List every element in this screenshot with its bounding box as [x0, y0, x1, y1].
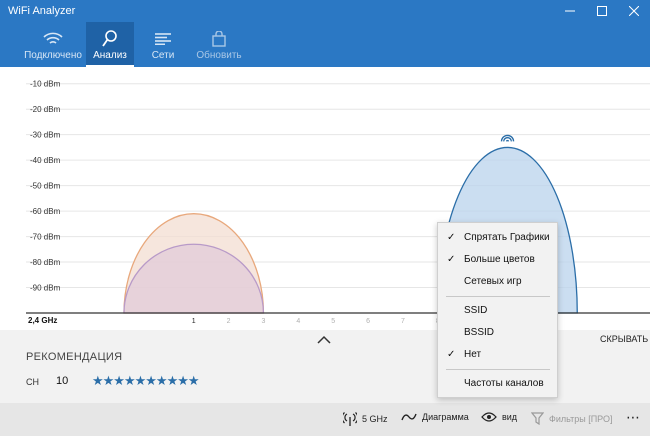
y-tick-label: -10 dBm — [30, 80, 61, 89]
tab-analysis-label: Анализ — [93, 50, 127, 61]
menu-item-channel-frequencies[interactable]: Частоты каналов — [438, 373, 557, 395]
bag-icon — [212, 28, 226, 50]
command-bar: 5 GHz Диаграмма вид Фильтры [ПРО] ⋯ — [0, 403, 650, 436]
menu-item-none[interactable]: ✓ Нет — [438, 344, 557, 366]
context-menu: ✓ Спрятать Графики ✓ Больше цветов Сетев… — [437, 222, 558, 398]
menu-item-network-games[interactable]: Сетевых игр — [438, 271, 557, 293]
band-label: 5 GHz — [362, 414, 388, 424]
filter-icon — [531, 412, 544, 425]
y-tick-label: -40 dBm — [30, 156, 61, 165]
search-icon — [102, 28, 118, 50]
chart-type-label: Диаграмма — [422, 412, 469, 422]
wifi-icon — [43, 28, 63, 50]
check-icon: ✓ — [447, 254, 456, 265]
recommendation-title: РЕКОМЕНДАЦИЯ — [26, 351, 123, 363]
menu-separator — [446, 369, 550, 370]
view-button[interactable]: вид — [481, 412, 517, 422]
eye-icon — [481, 412, 497, 422]
y-tick-label: -70 dBm — [30, 233, 61, 242]
hide-button[interactable]: СКРЫВАТЬ — [600, 334, 649, 344]
signal-curve — [123, 243, 265, 314]
y-tick-label: -60 dBm — [30, 207, 61, 216]
y-tick-label: -80 dBm — [30, 258, 61, 267]
menu-item-label: SSID — [464, 305, 488, 316]
menu-item-label: BSSID — [464, 327, 495, 338]
chart-type-button[interactable]: Диаграмма — [401, 412, 469, 422]
menu-item-ssid[interactable]: SSID — [438, 300, 557, 322]
tab-networks[interactable]: Сети — [140, 22, 186, 67]
rating-stars: ★★★★★★★★★★ — [92, 373, 200, 388]
menu-item-label: Спрятать Графики — [464, 232, 550, 243]
view-label: вид — [502, 412, 518, 422]
connected-wifi-icon — [500, 134, 515, 142]
tab-connected[interactable]: Подключено — [22, 22, 84, 67]
x-tick-label: 4 — [296, 318, 300, 325]
tab-analysis[interactable]: Анализ — [86, 22, 134, 67]
more-button[interactable]: ⋯ — [626, 409, 641, 425]
filters-button[interactable]: Фильтры [ПРО] — [531, 412, 612, 425]
menu-item-label: Больше цветов — [464, 254, 535, 265]
recommendation-ch-label: CH — [26, 377, 39, 387]
filters-label: Фильтры [ПРО] — [549, 413, 613, 424]
y-tick-label: -20 dBm — [30, 105, 61, 114]
minimize-icon — [565, 10, 575, 12]
check-icon: ✓ — [447, 232, 456, 243]
x-tick-label: 6 — [366, 318, 370, 325]
band-button[interactable]: 5 GHz — [343, 412, 388, 426]
x-tick-label: 5 — [331, 318, 335, 325]
y-tick-label: -50 dBm — [30, 182, 61, 191]
menu-separator — [446, 296, 550, 297]
menu-item-hide-graphics[interactable]: ✓ Спрятать Графики — [438, 227, 557, 249]
title-bar: WiFi Analyzer — [0, 0, 650, 22]
minimize-button[interactable] — [554, 0, 586, 22]
menu-item-label: Нет — [464, 349, 482, 360]
tab-connected-label: Подключено — [24, 50, 82, 61]
x-tick-label: 3 — [261, 318, 265, 325]
antenna-icon — [343, 412, 357, 426]
x-tick-label: 1 — [192, 318, 196, 325]
menu-item-more-colors[interactable]: ✓ Больше цветов — [438, 249, 557, 271]
check-icon: ✓ — [447, 349, 456, 360]
maximize-button[interactable] — [586, 0, 618, 22]
window-title: WiFi Analyzer — [8, 5, 76, 17]
close-icon — [629, 6, 639, 16]
band-label: 2,4 GHz — [28, 316, 57, 325]
x-tick-label: 2 — [227, 318, 231, 325]
menu-item-label: Сетевых игр — [464, 276, 522, 287]
y-tick-label: -90 dBm — [30, 284, 61, 293]
tab-networks-label: Сети — [151, 50, 175, 61]
wave-icon — [401, 412, 417, 422]
tab-update[interactable]: Обновить — [192, 22, 246, 67]
y-tick-label: -30 dBm — [30, 131, 61, 140]
chevron-up-icon[interactable] — [316, 333, 332, 345]
close-button[interactable] — [618, 0, 650, 22]
tab-update-label: Обновить — [196, 50, 242, 61]
nav-bar: Подключено Анализ Сети Обновить — [0, 22, 650, 67]
menu-item-label: Частоты каналов — [464, 378, 544, 389]
recommendation-channel: 10 — [56, 375, 69, 387]
x-tick-label: 7 — [401, 318, 405, 325]
maximize-icon — [597, 6, 607, 16]
list-icon — [155, 28, 171, 50]
menu-item-bssid[interactable]: BSSID — [438, 322, 557, 344]
